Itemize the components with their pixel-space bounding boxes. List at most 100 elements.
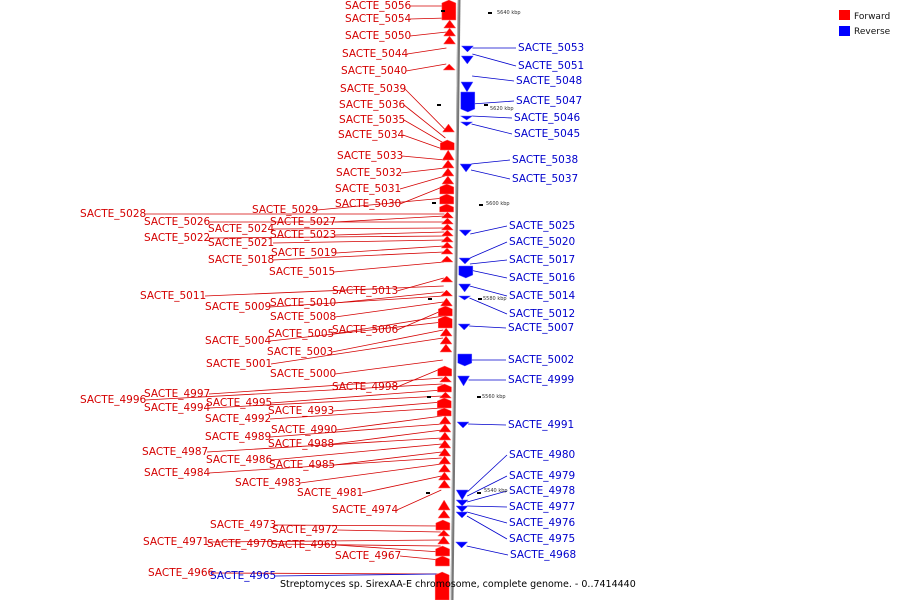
reverse-gene-glyph[interactable] bbox=[455, 511, 469, 519]
forward-gene-label[interactable]: SACTE_4971 bbox=[143, 536, 209, 548]
reverse-gene-label[interactable]: SACTE_4978 bbox=[509, 485, 575, 497]
forward-gene-label[interactable]: SACTE_5039 bbox=[340, 83, 406, 95]
forward-gene-label[interactable]: SACTE_5033 bbox=[337, 150, 403, 162]
forward-gene-glyph[interactable] bbox=[440, 211, 455, 219]
forward-gene-label[interactable]: SACTE_5035 bbox=[339, 114, 405, 126]
reverse-gene-glyph[interactable] bbox=[455, 499, 469, 507]
reverse-gene-label[interactable]: SACTE_5048 bbox=[516, 75, 582, 87]
forward-gene-glyph[interactable] bbox=[442, 123, 456, 133]
forward-gene-glyph[interactable] bbox=[439, 335, 453, 345]
forward-gene-glyph[interactable] bbox=[437, 397, 452, 409]
reverse-gene-label[interactable]: SACTE_4980 bbox=[509, 449, 575, 461]
forward-gene-label[interactable]: SACTE_5011 bbox=[140, 290, 206, 302]
forward-gene-label[interactable]: SACTE_4985 bbox=[269, 459, 335, 471]
reverse-gene-label[interactable]: SACTE_5025 bbox=[509, 220, 575, 232]
reverse-gene-glyph[interactable] bbox=[458, 257, 472, 265]
forward-gene-label[interactable]: SACTE_4974 bbox=[332, 504, 399, 516]
reverse-gene-label[interactable]: SACTE_5014 bbox=[509, 290, 576, 302]
forward-gene-label[interactable]: SACTE_5006 bbox=[332, 324, 399, 336]
reverse-gene-label[interactable]: SACTE_5020 bbox=[509, 236, 575, 248]
reverse-gene-label[interactable]: SACTE_4975 bbox=[509, 533, 575, 545]
reverse-gene-glyph[interactable] bbox=[455, 489, 469, 501]
forward-gene-label[interactable]: SACTE_5000 bbox=[270, 368, 336, 380]
forward-gene-glyph[interactable] bbox=[443, 35, 457, 45]
forward-gene-label[interactable]: SACTE_5021 bbox=[208, 237, 274, 249]
reverse-gene-glyph[interactable] bbox=[455, 505, 469, 513]
forward-gene-label[interactable]: SACTE_4984 bbox=[144, 467, 211, 479]
reverse-gene-label[interactable]: SACTE_5053 bbox=[518, 42, 584, 54]
reverse-gene-glyph[interactable] bbox=[457, 295, 472, 301]
forward-gene-glyph[interactable] bbox=[442, 63, 456, 71]
forward-gene-glyph[interactable] bbox=[438, 375, 453, 383]
forward-gene-label[interactable]: SACTE_4987 bbox=[142, 446, 208, 458]
forward-gene-glyph[interactable] bbox=[443, 19, 457, 29]
reverse-gene-label[interactable]: SACTE_5045 bbox=[514, 128, 580, 140]
forward-gene-label[interactable]: SACTE_5010 bbox=[270, 297, 336, 309]
forward-gene-glyph[interactable] bbox=[441, 167, 455, 177]
forward-gene-label[interactable]: SACTE_4983 bbox=[235, 477, 301, 489]
forward-gene-label[interactable]: SACTE_5056 bbox=[345, 0, 412, 12]
forward-gene-label[interactable]: SACTE_5029 bbox=[252, 204, 318, 216]
forward-gene-label[interactable]: SACTE_5004 bbox=[205, 335, 272, 347]
forward-gene-label[interactable]: SACTE_4969 bbox=[271, 539, 337, 551]
forward-gene-label[interactable]: SACTE_4986 bbox=[206, 454, 273, 466]
forward-gene-label[interactable]: SACTE_5036 bbox=[339, 99, 406, 111]
forward-gene-label[interactable]: SACTE_4981 bbox=[297, 487, 363, 499]
forward-gene-glyph[interactable] bbox=[440, 241, 454, 249]
reverse-gene-label[interactable]: SACTE_4977 bbox=[509, 501, 575, 513]
forward-gene-glyph[interactable] bbox=[440, 275, 454, 283]
forward-gene-glyph[interactable] bbox=[439, 327, 453, 337]
reverse-gene-label[interactable]: SACTE_4979 bbox=[509, 470, 575, 482]
forward-gene-label[interactable]: SACTE_5001 bbox=[206, 358, 272, 370]
reverse-gene-glyph[interactable] bbox=[455, 541, 469, 549]
forward-gene-label[interactable]: SACTE_5018 bbox=[208, 254, 274, 266]
forward-gene-label[interactable]: SACTE_4994 bbox=[144, 402, 211, 414]
forward-gene-glyph[interactable] bbox=[440, 255, 454, 263]
forward-gene-glyph[interactable] bbox=[437, 365, 452, 377]
forward-gene-glyph[interactable] bbox=[437, 529, 451, 537]
forward-gene-glyph[interactable] bbox=[440, 139, 455, 151]
forward-gene-glyph[interactable] bbox=[435, 519, 451, 531]
forward-gene-label[interactable]: SACTE_4967 bbox=[335, 550, 401, 562]
reverse-gene-label[interactable]: SACTE_5007 bbox=[508, 322, 574, 334]
reverse-gene-glyph[interactable] bbox=[460, 81, 474, 93]
reverse-gene-glyph[interactable] bbox=[457, 375, 470, 387]
forward-gene-label[interactable]: SACTE_5027 bbox=[270, 216, 336, 228]
forward-gene-label[interactable]: SACTE_4989 bbox=[205, 431, 271, 443]
forward-gene-glyph[interactable] bbox=[439, 183, 455, 195]
forward-gene-label[interactable]: SACTE_5019 bbox=[271, 247, 337, 259]
forward-gene-label[interactable]: SACTE_5026 bbox=[144, 216, 211, 228]
forward-gene-label[interactable]: SACTE_4993 bbox=[268, 405, 334, 417]
forward-gene-label[interactable]: SACTE_5040 bbox=[341, 65, 407, 77]
reverse-gene-label[interactable]: SACTE_5012 bbox=[509, 308, 575, 320]
forward-gene-glyph[interactable] bbox=[439, 343, 453, 353]
forward-gene-glyph[interactable] bbox=[438, 455, 452, 465]
forward-gene-glyph[interactable] bbox=[438, 463, 452, 473]
reverse-gene-label[interactable]: SACTE_5016 bbox=[509, 272, 576, 284]
reverse-gene-label[interactable]: SACTE_5002 bbox=[508, 354, 574, 366]
forward-gene-glyph[interactable] bbox=[440, 223, 454, 231]
forward-gene-glyph[interactable] bbox=[437, 479, 451, 489]
reverse-gene-glyph[interactable] bbox=[458, 229, 472, 237]
forward-gene-glyph[interactable] bbox=[440, 229, 454, 237]
reverse-gene-glyph[interactable] bbox=[458, 265, 474, 279]
forward-gene-label[interactable]: SACTE_4970 bbox=[207, 538, 273, 550]
forward-gene-label[interactable]: SACTE_5022 bbox=[144, 232, 210, 244]
forward-gene-label[interactable]: SACTE_4996 bbox=[80, 394, 147, 406]
forward-gene-label[interactable]: SACTE_5031 bbox=[335, 183, 401, 195]
reverse-gene-glyph[interactable] bbox=[460, 55, 474, 65]
forward-gene-glyph[interactable] bbox=[439, 297, 453, 307]
reverse-gene-label[interactable]: SACTE_4968 bbox=[510, 549, 576, 561]
forward-gene-glyph[interactable] bbox=[437, 383, 452, 393]
forward-gene-label[interactable]: SACTE_4990 bbox=[271, 424, 337, 436]
reverse-gene-glyph[interactable] bbox=[460, 45, 475, 53]
forward-gene-label[interactable]: SACTE_5013 bbox=[332, 285, 398, 297]
forward-gene-glyph[interactable] bbox=[438, 431, 452, 441]
forward-gene-label[interactable]: SACTE_5050 bbox=[345, 30, 411, 42]
forward-gene-glyph[interactable] bbox=[441, 175, 455, 185]
forward-gene-label[interactable]: SACTE_4992 bbox=[205, 413, 271, 425]
forward-gene-glyph[interactable] bbox=[437, 509, 451, 519]
forward-gene-glyph[interactable] bbox=[440, 217, 455, 225]
reverse-gene-glyph[interactable] bbox=[459, 115, 474, 121]
